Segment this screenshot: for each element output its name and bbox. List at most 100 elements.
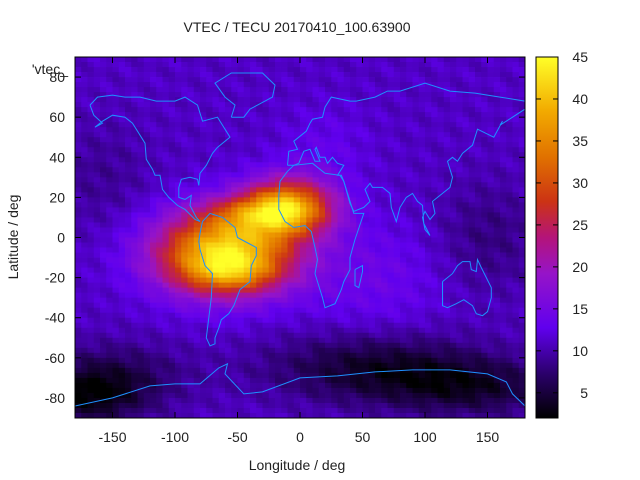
heatmap-cell (137, 282, 145, 289)
heatmap-cell (256, 322, 263, 329)
heatmap-cell (312, 97, 320, 103)
heatmap-cell (187, 117, 195, 123)
heatmap-cell (375, 327, 382, 334)
heatmap-cell (268, 212, 276, 218)
heatmap-cell (506, 92, 513, 98)
heatmap-cell (206, 182, 213, 188)
heatmap-cell (268, 242, 276, 248)
heatmap-cell (331, 267, 338, 273)
heatmap-cell (200, 352, 207, 359)
heatmap-cell (500, 137, 507, 143)
heatmap-cell (75, 337, 82, 344)
heatmap-cell (118, 177, 126, 183)
heatmap-cell (381, 117, 388, 123)
heatmap-cell (268, 252, 276, 258)
heatmap-cell (137, 192, 145, 198)
heatmap-cell (200, 192, 207, 198)
heatmap-cell (168, 292, 176, 299)
heatmap-cell (512, 302, 520, 309)
heatmap-cell (400, 157, 407, 163)
heatmap-cell (175, 92, 182, 98)
heatmap-cell (318, 312, 326, 319)
heatmap-cell (450, 382, 457, 389)
heatmap-cell (337, 207, 345, 213)
heatmap-cell (325, 287, 332, 294)
heatmap-cell (212, 387, 220, 394)
heatmap-cell (218, 352, 226, 359)
heatmap-cell (387, 222, 395, 228)
heatmap-cell (418, 377, 426, 384)
heatmap-cell (462, 277, 470, 284)
heatmap-cell (187, 377, 195, 384)
heatmap-cell (325, 332, 332, 339)
heatmap-cell (418, 157, 426, 163)
heatmap-cell (487, 127, 495, 133)
heatmap-cell (487, 207, 495, 213)
heatmap-cell (93, 382, 101, 389)
heatmap-cell (450, 107, 457, 113)
heatmap-cell (125, 182, 132, 188)
heatmap-cell (243, 257, 251, 263)
heatmap-cell (156, 87, 163, 93)
heatmap-cell (168, 297, 176, 304)
heatmap-cell (431, 202, 438, 208)
heatmap-cell (87, 272, 95, 279)
heatmap-cell (262, 177, 270, 183)
heatmap-cell (368, 122, 376, 128)
heatmap-cell (425, 152, 432, 158)
heatmap-cell (187, 202, 195, 208)
heatmap-cell (487, 337, 495, 344)
heatmap-cell (143, 297, 151, 304)
heatmap-cell (181, 287, 188, 294)
heatmap-cell (418, 257, 426, 263)
heatmap-cell (106, 332, 113, 339)
heatmap-cell (437, 57, 445, 63)
heatmap-cell (237, 107, 245, 113)
heatmap-cell (443, 132, 451, 138)
heatmap-cell (125, 397, 132, 404)
heatmap-cell (168, 377, 176, 384)
heatmap-cell (337, 332, 345, 339)
heatmap-cell (506, 117, 513, 123)
heatmap-cell (281, 392, 288, 399)
heatmap-cell (437, 197, 445, 203)
heatmap-cell (193, 67, 201, 73)
heatmap-cell (268, 322, 276, 329)
heatmap-cell (487, 87, 495, 93)
heatmap-cell (218, 177, 226, 183)
heatmap-cell (456, 67, 463, 73)
heatmap-cell (81, 202, 88, 208)
heatmap-cell (225, 387, 232, 394)
heatmap-cell (343, 177, 351, 183)
heatmap-cell (218, 137, 226, 143)
heatmap-cell (418, 347, 426, 354)
heatmap-cell (418, 292, 426, 299)
heatmap-cell (75, 92, 82, 98)
heatmap-cell (450, 202, 457, 208)
heatmap-cell (287, 327, 295, 334)
heatmap-cell (337, 77, 345, 83)
heatmap-cell (462, 167, 470, 173)
heatmap-cell (318, 127, 326, 133)
heatmap-cell (175, 357, 182, 364)
heatmap-cell (493, 112, 501, 118)
heatmap-cell (212, 392, 220, 399)
heatmap-cell (100, 297, 107, 304)
heatmap-cell (343, 142, 351, 148)
heatmap-cell (425, 292, 432, 299)
heatmap-cell (356, 237, 363, 243)
heatmap-cell (425, 187, 432, 193)
heatmap-cell (112, 382, 120, 389)
heatmap-cell (75, 312, 82, 319)
heatmap-cell (450, 342, 457, 349)
heatmap-cell (475, 312, 482, 319)
heatmap-cell (368, 207, 376, 213)
heatmap-cell (218, 332, 226, 339)
heatmap-cell (131, 297, 138, 304)
heatmap-cell (406, 292, 413, 299)
heatmap-cell (93, 57, 101, 63)
heatmap-cell (100, 382, 107, 389)
heatmap-cell (412, 147, 420, 153)
heatmap-cell (212, 102, 220, 108)
heatmap-cell (225, 397, 232, 404)
